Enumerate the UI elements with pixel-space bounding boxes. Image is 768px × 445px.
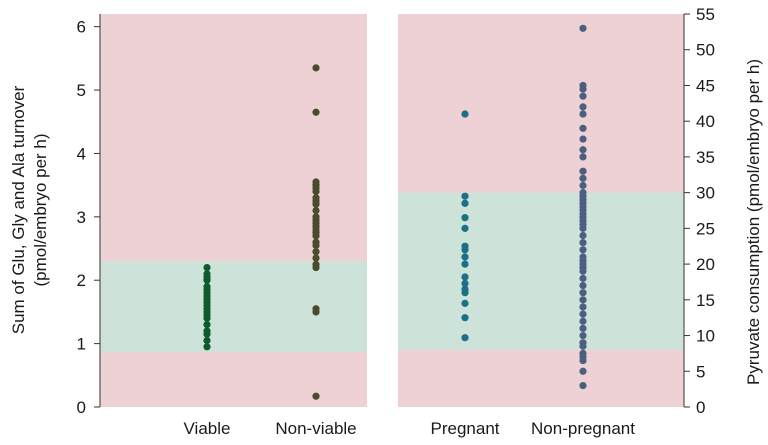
data-point-viable	[203, 263, 211, 272]
data-point-non-viable	[312, 108, 320, 116]
data-point-non-viable	[312, 213, 320, 221]
data-point-non-pregnant	[579, 189, 587, 197]
data-point-non-viable	[312, 238, 320, 246]
left-tick-label: 5	[77, 81, 86, 100]
category-label: Pregnant	[431, 419, 500, 438]
data-point-non-viable	[312, 178, 320, 186]
data-point-non-viable	[312, 305, 320, 313]
data-point-non-pregnant	[579, 81, 587, 90]
data-point-non-pregnant	[579, 296, 587, 304]
left-tick-label: 6	[77, 18, 86, 37]
data-point-pregnant	[461, 279, 469, 287]
data-point-pregnant	[461, 110, 469, 118]
category-labels: Viable Non-viable Pregnant Non-pregnant	[184, 419, 636, 438]
data-point-pregnant	[461, 273, 469, 281]
category-label: Non-pregnant	[531, 419, 635, 438]
data-point-non-pregnant	[579, 289, 587, 297]
right-tick-label: 35	[696, 148, 715, 167]
data-point-non-viable	[312, 248, 320, 256]
data-point-non-pregnant	[579, 146, 587, 154]
left-y-axis: 0 1 2 3 4 5 6	[77, 14, 101, 417]
data-point-non-pregnant	[579, 317, 587, 325]
data-point-pregnant	[461, 299, 469, 307]
axis-titles: Sum of Glu, Gly and Ala turnover (pmol/em…	[9, 59, 763, 385]
data-point-non-pregnant	[579, 303, 587, 311]
left-axis-title-line: Sum of Glu, Gly and Ala turnover	[9, 85, 28, 334]
data-point-non-pregnant	[579, 135, 587, 143]
right-tick-label: 55	[696, 5, 715, 24]
panel-right	[398, 14, 684, 407]
right-tick-label: 25	[696, 219, 715, 238]
data-point-pregnant	[461, 285, 469, 293]
right-tick-label: 30	[696, 184, 715, 203]
data-point-non-pregnant	[579, 274, 587, 282]
data-point-pregnant	[461, 214, 469, 222]
data-point-viable	[203, 282, 211, 291]
left-tick-label: 4	[77, 144, 86, 163]
data-point-non-viable	[312, 206, 320, 215]
data-point-non-pregnant	[579, 349, 587, 358]
category-label: Viable	[184, 419, 231, 438]
right-tick-label: 5	[696, 362, 705, 381]
data-point-pregnant	[461, 260, 469, 268]
data-point-non-viable	[312, 254, 320, 262]
data-point-non-pregnant	[579, 92, 587, 100]
data-point-non-viable	[312, 64, 320, 72]
data-point-non-pregnant	[579, 331, 587, 340]
data-point-pregnant	[461, 314, 469, 322]
right-tick-label: 10	[696, 327, 715, 346]
data-point-pregnant	[461, 224, 469, 232]
data-point-non-pregnant	[579, 153, 587, 161]
data-point-non-pregnant	[579, 339, 587, 347]
right-tick-label: 15	[696, 291, 715, 310]
data-point-non-pregnant	[579, 324, 587, 332]
left-tick-label: 3	[77, 208, 86, 227]
right-tick-label: 20	[696, 255, 715, 274]
right-tick-label: 50	[696, 41, 715, 60]
left-axis-title-line: (pmol/embryo per h)	[31, 133, 50, 286]
data-point-non-viable	[312, 260, 320, 268]
data-point-non-pregnant	[579, 24, 587, 32]
data-point-viable	[203, 327, 211, 335]
data-point-non-pregnant	[579, 253, 587, 261]
left-tick-label: 2	[77, 271, 86, 290]
data-point-non-pregnant	[579, 239, 587, 247]
right-tick-label: 45	[696, 76, 715, 95]
left-tick-label: 0	[77, 398, 86, 417]
right-tick-label: 40	[696, 112, 715, 131]
data-point-non-pregnant	[579, 381, 587, 390]
data-point-non-pregnant	[579, 231, 587, 240]
data-point-pregnant	[461, 334, 469, 342]
right-axis-title: Pyruvate consumption (pmol/embryo per h)	[744, 59, 763, 385]
data-point-non-viable	[312, 392, 320, 400]
category-label: Non-viable	[275, 419, 356, 438]
data-point-pregnant	[461, 199, 469, 207]
right-y-axis: 0 5 10 15 20 25 30 35 40 45 50 55	[683, 5, 715, 417]
data-point-viable	[203, 270, 211, 278]
data-point-non-pregnant	[579, 167, 587, 175]
data-point-non-pregnant	[579, 367, 587, 375]
data-point-non-pregnant	[579, 124, 587, 132]
data-point-pregnant	[461, 192, 469, 200]
left-tick-label: 1	[77, 335, 86, 354]
data-point-non-pregnant	[579, 103, 587, 111]
data-point-non-pregnant	[579, 181, 587, 190]
panel-left	[100, 14, 367, 407]
data-point-pregnant	[461, 253, 469, 261]
normal-range-band	[100, 261, 367, 352]
normal-range-band	[398, 192, 684, 350]
data-point-viable	[203, 336, 211, 345]
data-point-non-pregnant	[579, 174, 587, 182]
data-point-pregnant	[461, 242, 469, 250]
data-point-non-pregnant	[579, 310, 587, 318]
data-point-viable	[203, 343, 211, 351]
data-point-non-viable	[312, 194, 320, 202]
data-point-non-pregnant	[579, 281, 587, 290]
data-point-non-pregnant	[579, 110, 587, 118]
data-point-non-pregnant	[579, 246, 587, 254]
data-point-viable	[203, 320, 211, 329]
right-tick-label: 0	[696, 398, 705, 417]
left-axis-title: Sum of Glu, Gly and Ala turnover (pmol/em…	[9, 85, 50, 334]
